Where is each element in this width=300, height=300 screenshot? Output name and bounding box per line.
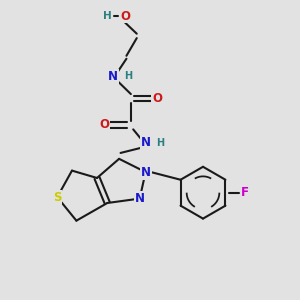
Text: H: H	[124, 71, 133, 81]
Text: O: O	[99, 118, 110, 131]
Text: N: N	[108, 70, 118, 83]
Text: H: H	[103, 11, 112, 21]
Text: N: N	[141, 166, 151, 178]
Text: N: N	[135, 192, 145, 205]
Text: N: N	[141, 136, 151, 149]
Text: H: H	[156, 138, 164, 148]
Text: O: O	[152, 92, 162, 105]
Text: O: O	[120, 10, 130, 22]
Text: F: F	[241, 186, 249, 199]
Text: S: S	[53, 190, 61, 204]
